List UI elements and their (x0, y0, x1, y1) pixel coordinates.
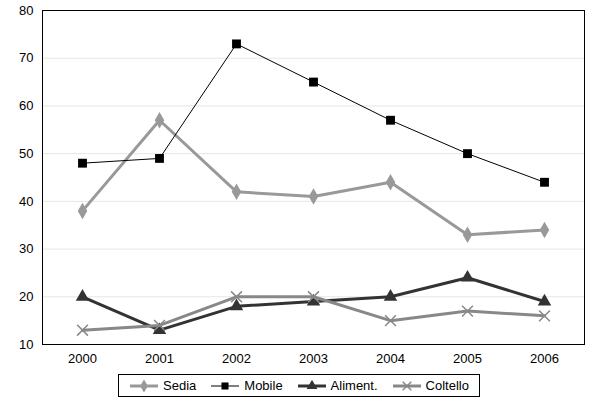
html-text:Sedia: Sedia (163, 378, 197, 393)
svg-text:20: 20 (19, 289, 33, 304)
svg-text:40: 40 (19, 194, 33, 209)
svg-text:2003: 2003 (299, 351, 328, 366)
svg-text:80: 80 (19, 3, 33, 18)
svg-text:10: 10 (19, 337, 33, 352)
svg-text:50: 50 (19, 146, 33, 161)
html-text:Coltello: Coltello (425, 378, 469, 393)
svg-text:30: 30 (19, 241, 33, 256)
svg-text:2001: 2001 (145, 351, 174, 366)
html-text:Aliment.: Aliment. (330, 378, 378, 393)
svg-text:2004: 2004 (376, 351, 405, 366)
svg-text:70: 70 (19, 50, 33, 65)
html-text:Mobile: Mobile (244, 378, 283, 393)
svg-text:60: 60 (19, 98, 33, 113)
svg-text:2002: 2002 (222, 351, 251, 366)
svg-text:2005: 2005 (453, 351, 482, 366)
svg-text:2000: 2000 (68, 351, 97, 366)
svg-text:2006: 2006 (530, 351, 559, 366)
